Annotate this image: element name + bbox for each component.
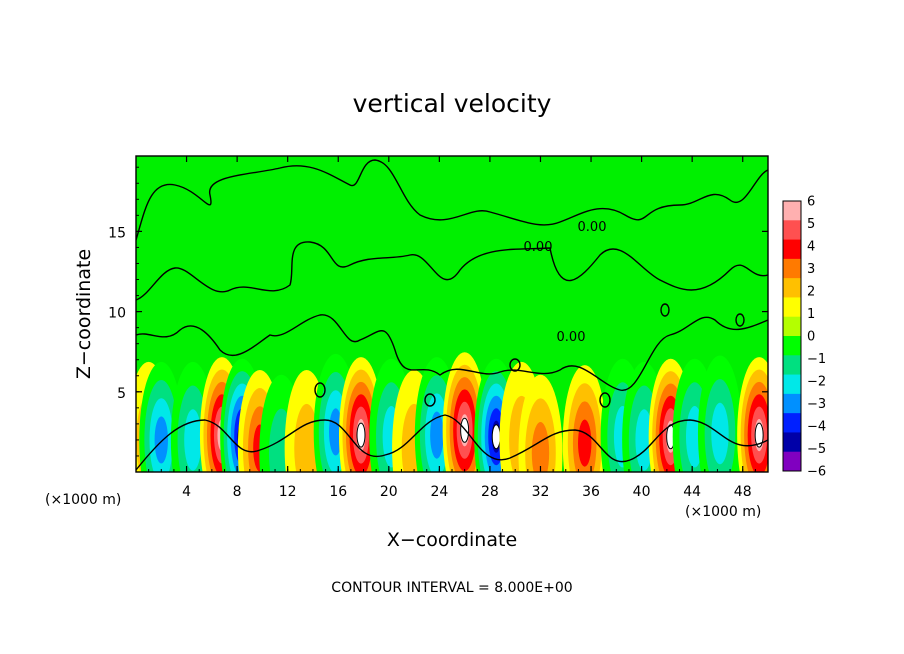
x-unit-left: (×1000 m) (45, 492, 121, 508)
colorbar-label-6: 0 (807, 330, 815, 345)
y-axis-label: Z−coordinate (73, 249, 95, 379)
colorbar: 6 5 4 3 2 1 0 −1 −2 −3 −4 −5 −6 (782, 195, 826, 480)
colorbar-label-12: −6 (807, 465, 826, 480)
colorbar-swatch-12 (783, 432, 801, 453)
x-tick-label-4: 4 (182, 484, 191, 500)
velocity-cell-9-peak (356, 422, 366, 448)
velocity-cells (136, 352, 768, 472)
y-tick-label-15: 15 (108, 225, 126, 241)
colorbar-swatch-3 (783, 258, 801, 279)
colorbar-label-4: 2 (807, 285, 815, 300)
colorbar-frame (782, 200, 802, 472)
x-tick-label-44: 44 (683, 484, 701, 500)
colorbar-label-9: −3 (807, 397, 826, 412)
velocity-cell-16 (518, 374, 563, 472)
colorbar-label-11: −5 (807, 442, 826, 457)
upper-zero-contour (136, 159, 768, 241)
lower-zero-contour (136, 314, 768, 391)
contour-label-0: 0.00 (578, 220, 607, 235)
x-tick-label-24: 24 (430, 484, 448, 500)
colorbar-swatch-1 (783, 220, 801, 241)
colorbar-swatch-2 (783, 239, 801, 260)
colorbar-swatch-6 (783, 316, 801, 337)
colorbar-swatch-7 (783, 336, 801, 356)
velocity-cell-2-level-2 (184, 409, 202, 471)
colorbar-swatch-10 (783, 393, 801, 414)
colorbar-label-0: 6 (807, 195, 815, 210)
x-tick-label-36: 36 (582, 484, 600, 500)
y-axis: 5 10 15 (108, 166, 768, 457)
velocity-cell-23-peak (754, 422, 764, 448)
near-ground-contours (136, 414, 768, 471)
x-tick-label-8: 8 (233, 484, 242, 500)
colorbar-label-1: 5 (807, 217, 815, 232)
contour-interval-note: CONTOUR INTERVAL = 8.000E+00 (331, 580, 572, 596)
x-tick-label-32: 32 (532, 484, 550, 500)
y-tick-label-10: 10 (108, 306, 126, 322)
x-axis: 4 8 12 16 20 24 28 32 36 40 44 48 (148, 156, 756, 500)
colorbar-label-3: 3 (807, 262, 815, 277)
x-tick-label-12: 12 (279, 484, 297, 500)
x-axis-label: X−coordinate (387, 529, 517, 551)
velocity-cell-8-level-3 (329, 408, 343, 456)
x-tick-label-28: 28 (481, 484, 499, 500)
colorbar-label-8: −2 (807, 375, 826, 390)
x-tick-label-48: 48 (734, 484, 752, 500)
velocity-cell-14-peak (491, 424, 501, 450)
colorbar-label-10: −4 (807, 420, 826, 435)
contour-label-1: 0.00 (524, 240, 553, 255)
colorbar-label-5: 1 (807, 307, 815, 322)
velocity-cell-13-peak (460, 417, 470, 443)
velocity-cell-7-level-1 (294, 403, 320, 472)
plot-area: 0.00 0.00 0.00 (135, 155, 769, 473)
zero-contour-lines (136, 159, 768, 471)
velocity-cell-17 (562, 365, 607, 472)
colorbar-swatch-11 (783, 413, 801, 433)
colorbar-label-2: 4 (807, 240, 815, 255)
chart-title: vertical velocity (353, 89, 552, 118)
colorbar-swatch-9 (783, 374, 801, 395)
velocity-cell-12-level-3 (430, 411, 444, 459)
x-tick-label-20: 20 (380, 484, 398, 500)
x-tick-label-16: 16 (329, 484, 347, 500)
contour-label-2: 0.00 (557, 330, 586, 345)
colorbar-swatch-13 (783, 451, 801, 472)
x-unit-right: (×1000 m) (685, 504, 761, 520)
y-tick-label-5: 5 (117, 386, 126, 402)
velocity-cell-23 (737, 357, 768, 472)
colorbar-swatch-8 (783, 355, 801, 376)
colorbar-swatch-5 (783, 297, 801, 318)
colorbar-label-7: −1 (807, 352, 826, 367)
velocity-cell-17-level-3 (578, 419, 592, 467)
colorbar-swatch-4 (783, 278, 801, 298)
colorbar-swatch-0 (783, 201, 801, 221)
velocity-cell-1-level-3 (154, 416, 168, 464)
x-tick-label-40: 40 (633, 484, 651, 500)
middle-zero-contour (136, 241, 768, 301)
velocity-cell-16-level-2 (531, 422, 550, 472)
